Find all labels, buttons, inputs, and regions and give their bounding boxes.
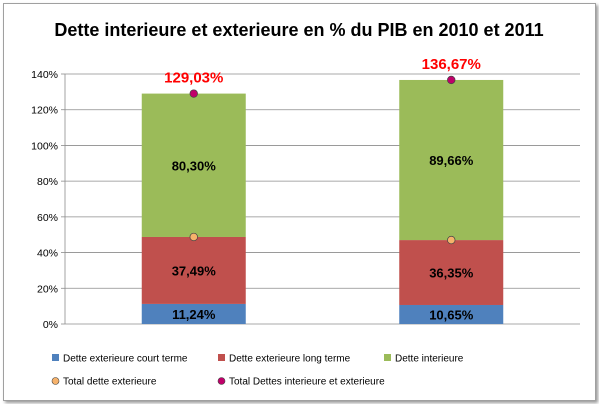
legend-label: Total Dettes interieure et exterieure [229, 377, 385, 388]
bar-segment [399, 304, 504, 324]
legend-label: Dette interieure [395, 354, 464, 365]
legend-swatch [218, 354, 225, 361]
y-tick-label: 80% [37, 176, 58, 188]
total-value-label: 136,67% [422, 56, 481, 73]
chart-title: Dette interieure et exterieure en % du P… [54, 20, 543, 40]
data-labels: 11,24% 37,49% 80,30% 10,65% 36,35% 89,66% 129,… [164, 56, 481, 323]
legend-marker [51, 377, 60, 385]
y-tick-label: 140% [31, 69, 58, 81]
marker-point [189, 232, 198, 242]
bar-segment [399, 79, 504, 241]
legend: Dette exterieure court terme Dette exteri… [51, 354, 464, 388]
markers [189, 75, 456, 245]
legend-marker [217, 377, 226, 385]
y-axis-ticks: 0% 20% 40% 60% 80% 100% 120% 140% [31, 69, 66, 331]
y-tick-label: 120% [31, 105, 58, 117]
marker-point [189, 89, 198, 98]
legend-label: Dette exterieure long terme [229, 354, 351, 365]
segment-value-label: 80,30% [172, 158, 217, 173]
legend-swatch [52, 354, 59, 361]
segment-value-label: 37,49% [172, 263, 217, 278]
y-tick-label: 0% [43, 319, 58, 331]
bar-segment [141, 236, 246, 304]
chart-frame: Dette interieure et exterieure en % du P… [3, 3, 596, 401]
chart-svg: Dette interieure et exterieure en % du P… [31, 20, 580, 388]
y-tick-label: 100% [31, 140, 58, 152]
bar-segment [141, 303, 246, 324]
y-tick-label: 20% [37, 283, 58, 295]
bars [141, 79, 504, 324]
bar-segment [141, 93, 246, 237]
bar-segment [399, 240, 504, 305]
marker-point [447, 235, 456, 245]
total-value-label: 129,03% [164, 70, 223, 87]
segment-value-label: 11,24% [172, 307, 216, 322]
segment-value-label: 89,66% [429, 153, 474, 168]
segment-value-label: 10,65% [429, 307, 474, 322]
legend-swatch [384, 354, 391, 361]
y-tick-label: 60% [37, 212, 58, 224]
legend-label: Total dette exterieure [63, 377, 157, 388]
legend-label: Dette exterieure court terme [63, 354, 188, 365]
marker-point [447, 75, 456, 85]
segment-value-label: 36,35% [429, 266, 474, 281]
y-tick-label: 40% [37, 248, 58, 260]
